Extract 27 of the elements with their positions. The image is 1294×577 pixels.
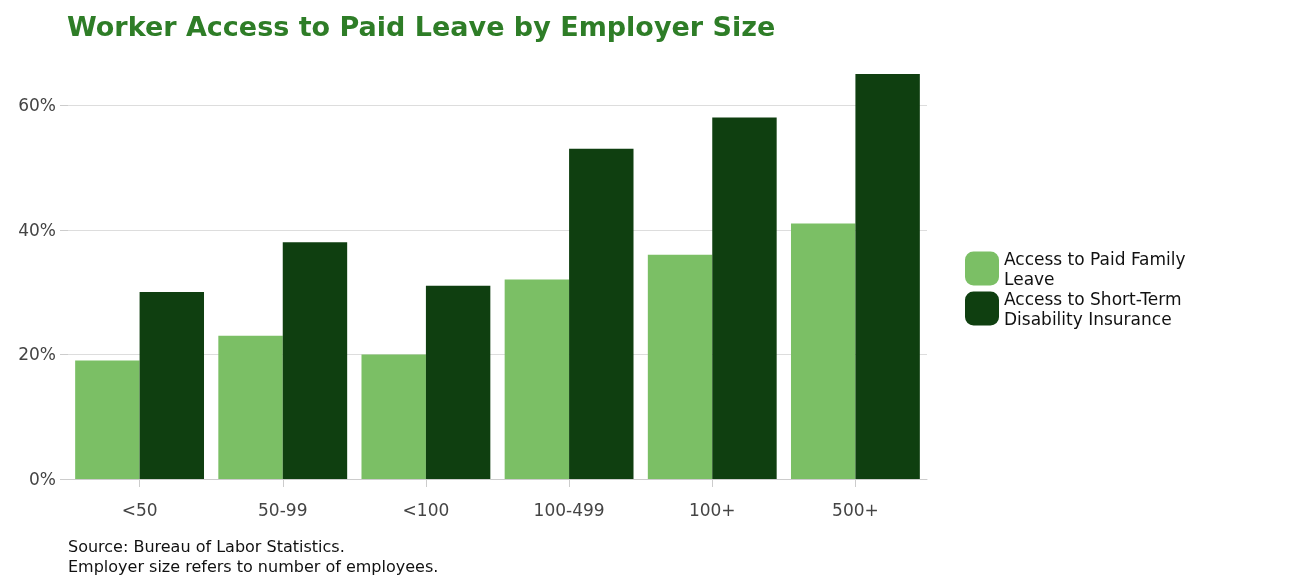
bar bbox=[282, 242, 348, 479]
x-tick-label: 50-99 bbox=[258, 499, 308, 520]
bar bbox=[218, 335, 283, 479]
legend-label: Access to Short-Term Disability Insurance bbox=[1004, 288, 1187, 329]
bar bbox=[569, 148, 634, 479]
chart-title: Worker Access to Paid Leave by Employer Size bbox=[67, 11, 776, 42]
legend-label: Access to Paid Family Leave bbox=[1004, 248, 1191, 289]
bar bbox=[790, 223, 856, 479]
x-tick-label: <50 bbox=[121, 499, 158, 520]
bar bbox=[425, 285, 491, 479]
bar bbox=[504, 279, 570, 479]
bar bbox=[361, 354, 426, 479]
x-tick-label: 100-499 bbox=[533, 499, 605, 520]
bar bbox=[75, 360, 140, 479]
x-tick-label: <100 bbox=[402, 499, 450, 520]
y-tick-label: 0% bbox=[29, 469, 56, 489]
y-tick-label: 60% bbox=[18, 95, 56, 116]
x-tick-label: 100+ bbox=[688, 499, 736, 520]
y-tick-label: 40% bbox=[18, 219, 56, 240]
x-tick-label: 500+ bbox=[832, 499, 879, 520]
bar bbox=[647, 254, 713, 479]
bar bbox=[139, 292, 205, 479]
text: Employer size refers to number of employees. bbox=[68, 556, 439, 576]
bar bbox=[855, 74, 920, 479]
y-tick-label: 20% bbox=[18, 344, 56, 365]
source-note: Source: Bureau of Labor Statistics. bbox=[68, 536, 345, 556]
bar bbox=[712, 117, 777, 479]
